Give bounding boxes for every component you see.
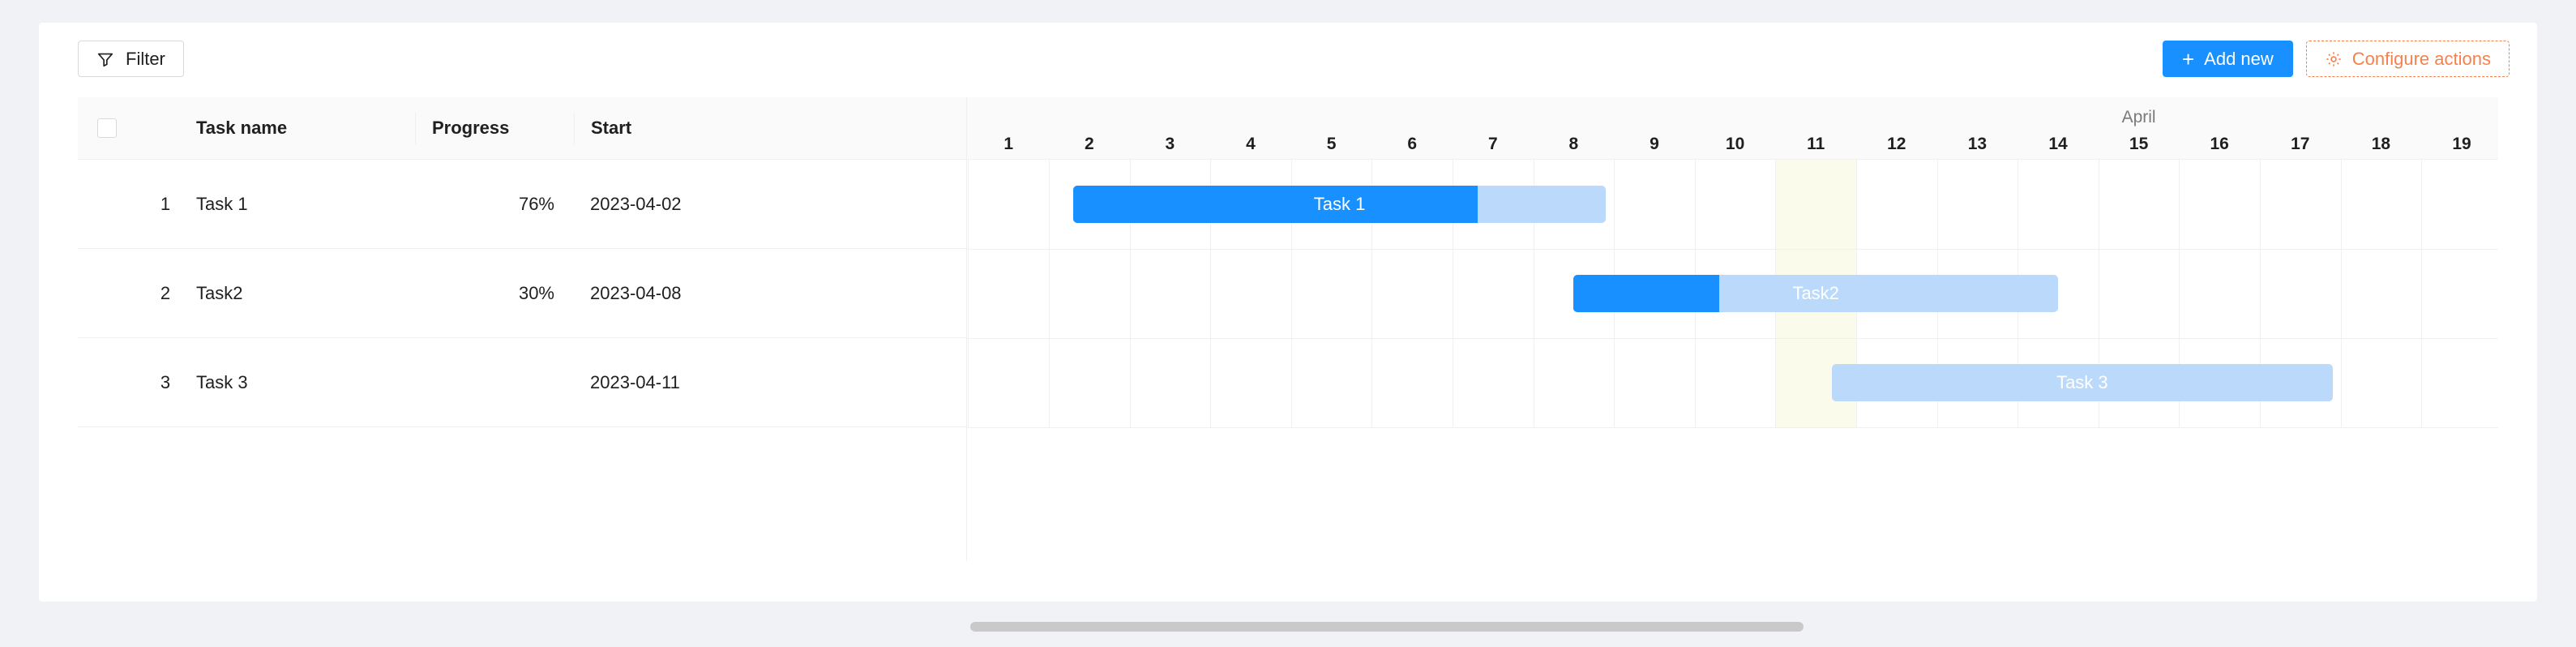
table-row[interactable]: 2 Task2 30% 2023-04-08 [78, 249, 966, 338]
table-row[interactable]: 3 Task 3 2023-04-11 [78, 338, 966, 427]
timeline-column-divider [1371, 160, 1373, 427]
timeline-column-divider [1049, 160, 1050, 427]
add-new-button[interactable]: + Add new [2162, 41, 2293, 77]
plus-icon: + [2181, 46, 2195, 71]
filter-button[interactable]: Filter [78, 41, 184, 77]
timeline-column-divider [968, 160, 969, 427]
timeline-day-9: 9 [1650, 135, 1659, 153]
timeline-day-13: 13 [1967, 135, 1988, 153]
gantt-bar-label: Task 1 [1313, 194, 1366, 214]
timeline-row-divider [967, 249, 2498, 250]
row-start-cell: 2023-04-02 [590, 193, 682, 214]
task-table: Task name Progress Start 1 Task 1 [78, 97, 967, 561]
gantt-bar-label: Task2 [1792, 283, 1839, 303]
horizontal-scrollbar-thumb[interactable] [970, 622, 1804, 632]
timeline-day-14: 14 [2048, 135, 2068, 153]
gantt-grid: Task name Progress Start 1 Task 1 [78, 97, 2498, 632]
timeline-day-10: 10 [1725, 135, 1745, 153]
timeline-day-6: 6 [1407, 135, 1418, 153]
timeline-column-divider [2260, 160, 2261, 427]
horizontal-scrollbar[interactable] [967, 619, 2498, 632]
configure-actions-button[interactable]: Configure actions [2305, 41, 2510, 77]
toolbar: Filter + Add new Configure actions [39, 23, 2537, 97]
timeline-column-divider [2340, 160, 2342, 427]
funnel-icon [96, 50, 114, 68]
timeline-month-label: April [2121, 108, 2156, 126]
timeline-day-19: 19 [2452, 135, 2471, 153]
timeline-row-divider [967, 338, 2498, 339]
timeline-column-divider [1129, 160, 1131, 427]
gantt-bar-progress-fill [1573, 275, 1719, 312]
toolbar-actions: + Add new Configure actions [2162, 41, 2510, 77]
timeline-day-16: 16 [2210, 135, 2229, 153]
timeline-column-divider [1210, 160, 1212, 427]
timeline-day-7: 7 [1487, 135, 1498, 153]
task-table-header: Task name Progress Start [78, 97, 966, 160]
gantt-bar-task2[interactable]: Task2 [1573, 275, 2058, 312]
timeline-day-17: 17 [2291, 135, 2310, 153]
row-index-cell: 3 [160, 371, 171, 392]
timeline-header: April 1 2 3 4 5 6 7 8 9 10 11 12 13 14 15 16 17 18 19 [967, 97, 2498, 160]
timeline-column-divider [1290, 160, 1292, 427]
timeline-day-12: 12 [1887, 135, 1906, 153]
row-progress-cell: 30% [518, 282, 554, 303]
start-header-cell[interactable]: Start [574, 112, 736, 144]
row-name-cell: Task2 [196, 282, 243, 303]
timeline-day-4: 4 [1246, 135, 1256, 153]
timeline-day-3: 3 [1165, 135, 1175, 153]
timeline-row-divider [967, 427, 2498, 428]
timeline-day-2: 2 [1084, 135, 1094, 153]
row-start-cell: 2023-04-08 [590, 282, 682, 303]
row-name-cell: Task 1 [196, 193, 248, 214]
timeline-column-divider [2179, 160, 2180, 427]
select-all-checkbox[interactable] [97, 118, 117, 138]
configure-actions-label: Configure actions [2351, 48, 2491, 69]
row-name-cell: Task 3 [196, 371, 248, 392]
timeline-day-11: 11 [1807, 135, 1825, 153]
gantt-bar-task-1[interactable]: Task 1 [1072, 186, 1607, 223]
gear-icon [2325, 50, 2343, 68]
timeline-day-18: 18 [2371, 135, 2391, 153]
table-row[interactable]: 1 Task 1 76% 2023-04-02 [78, 160, 966, 249]
timeline-day-1: 1 [1003, 135, 1014, 153]
gantt-bar-task-3[interactable]: Task 3 [1832, 364, 2333, 401]
timeline-day-8: 8 [1568, 135, 1579, 153]
progress-header-cell[interactable]: Progress [415, 112, 574, 144]
timeline-day-5: 5 [1326, 135, 1337, 153]
row-start-cell: 2023-04-11 [590, 371, 680, 392]
timeline-body[interactable]: Task 1 Task2 Task 3 [967, 160, 2498, 561]
task-name-header-cell[interactable]: Task name [196, 118, 288, 138]
add-new-label: Add new [2204, 48, 2274, 69]
row-index-cell: 1 [160, 193, 171, 214]
gantt-bar-progress-fill [1072, 186, 1478, 223]
timeline-column-divider [2421, 160, 2423, 427]
select-all-cell [78, 118, 136, 138]
timeline-day-15: 15 [2129, 135, 2149, 153]
row-progress-cell: 76% [518, 193, 554, 214]
filter-label: Filter [126, 48, 165, 69]
timeline-pane: April 1 2 3 4 5 6 7 8 9 10 11 12 13 14 15 16 17 18 19 Task… [967, 97, 2498, 561]
row-index-cell: 2 [160, 282, 171, 303]
gantt-card: Filter + Add new Configure actions [39, 23, 2537, 632]
gantt-bar-label: Task 3 [2056, 372, 2108, 392]
